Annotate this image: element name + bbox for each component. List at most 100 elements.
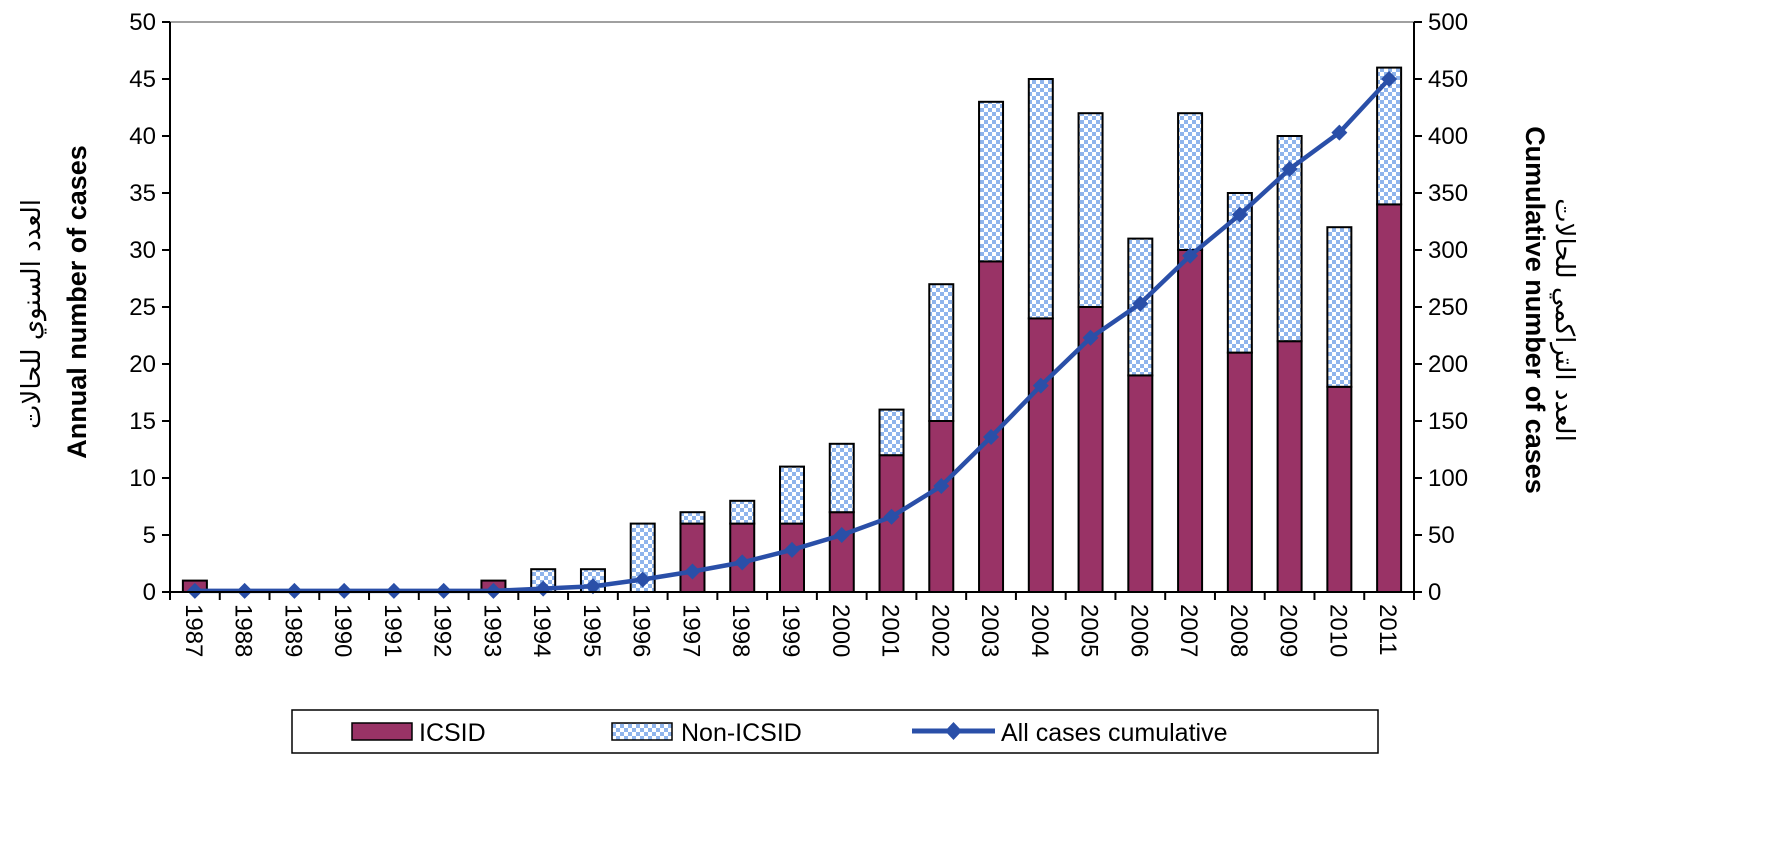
legend-label-cumulative: All cases cumulative — [1001, 719, 1227, 747]
cumulative-marker-2004 — [1032, 377, 1049, 394]
x-tick-label-2000: 2000 — [827, 604, 854, 657]
cumulative-marker-1995 — [584, 578, 601, 595]
x-tick-label-1993: 1993 — [478, 604, 505, 657]
y2-tick-label-450: 450 — [1428, 66, 1468, 93]
bar-icsid-2002 — [928, 420, 955, 593]
y-tick-label-15: 15 — [129, 408, 156, 435]
y2-axis-title-arabic: العدد التراكمي للحالات — [1549, 198, 1579, 442]
legend-box — [291, 709, 1379, 754]
bar-non-icsid-2004 — [1027, 78, 1054, 320]
y-tick-label-40: 40 — [129, 123, 156, 150]
x-tick-label-2002: 2002 — [926, 604, 953, 657]
axes-group: 0510152025303540455005010015020025030035… — [129, 9, 1468, 657]
bar-non-icsid-2001 — [878, 408, 905, 457]
y-tick-label-10: 10 — [129, 465, 156, 492]
y2-tick-label-50: 50 — [1428, 522, 1455, 549]
x-tick-label-1988: 1988 — [230, 604, 257, 657]
bar-non-icsid-2000 — [828, 442, 855, 514]
y-axis-title: Annual number of cases — [62, 145, 92, 459]
cumulative-marker-1988 — [236, 582, 253, 599]
bar-non-icsid-2011 — [1376, 66, 1403, 206]
cumulative-marker-1987 — [186, 582, 203, 599]
cumulative-marker-1998 — [734, 554, 751, 571]
cumulative-marker-2002 — [933, 477, 950, 494]
cumulative-marker-1993 — [485, 582, 502, 599]
x-tick-label-1990: 1990 — [329, 604, 356, 657]
x-tick-label-1998: 1998 — [727, 604, 754, 657]
x-tick-label-1994: 1994 — [528, 604, 555, 657]
cumulative-marker-2009 — [1281, 161, 1298, 178]
x-tick-label-1992: 1992 — [429, 604, 456, 657]
bar-icsid-2008 — [1226, 351, 1253, 593]
y2-tick-label-200: 200 — [1428, 351, 1468, 378]
bar-icsid-2005 — [1077, 306, 1104, 593]
cumulative-marker-1997 — [684, 563, 701, 580]
x-tick-label-1987: 1987 — [180, 604, 207, 657]
bar-icsid-2010 — [1326, 385, 1353, 593]
x-tick-label-2007: 2007 — [1175, 604, 1202, 657]
x-tick-label-1995: 1995 — [578, 604, 605, 657]
cumulative-marker-1991 — [385, 582, 402, 599]
y-tick-label-20: 20 — [129, 351, 156, 378]
bars-group — [181, 66, 1403, 594]
y2-tick-label-350: 350 — [1428, 180, 1468, 207]
x-tick-label-1996: 1996 — [628, 604, 655, 657]
y-tick-label-25: 25 — [129, 294, 156, 321]
bar-non-icsid-2002 — [928, 283, 955, 423]
legend: ICSID Non-ICSID All cases cumulative — [291, 709, 1379, 754]
cumulative-marker-2005 — [1082, 329, 1099, 346]
bar-non-icsid-2010 — [1326, 226, 1353, 388]
cumulative-marker-1996 — [634, 571, 651, 588]
y-axis-title-arabic: العدد السنوي للحالات — [17, 199, 47, 429]
x-tick-label-2009: 2009 — [1275, 604, 1302, 657]
legend-label-icsid: ICSID — [419, 719, 486, 747]
y2-tick-label-500: 500 — [1428, 9, 1468, 36]
y-tick-label-35: 35 — [129, 180, 156, 207]
cumulative-marker-2011 — [1381, 71, 1398, 87]
legend-label-non-icsid: Non-ICSID — [681, 719, 802, 747]
y2-axis-title: Cumulative number of cases — [1520, 126, 1550, 494]
bar-icsid-2004 — [1027, 317, 1054, 593]
cumulative-marker-1992 — [435, 582, 452, 599]
cumulative-marker-1999 — [784, 541, 800, 558]
x-tick-label-2006: 2006 — [1125, 604, 1152, 657]
y2-tick-label-250: 250 — [1428, 294, 1468, 321]
bar-non-icsid-2007 — [1177, 112, 1204, 251]
y2-tick-label-150: 150 — [1428, 408, 1468, 435]
bar-icsid-1997 — [679, 522, 706, 593]
cumulative-line-group — [186, 71, 1398, 599]
bar-non-icsid-2005 — [1077, 112, 1104, 308]
x-tick-label-2003: 2003 — [976, 604, 1003, 657]
legend-marker-cumulative — [945, 722, 962, 740]
cumulative-marker-2000 — [833, 527, 850, 543]
y-tick-label-45: 45 — [129, 66, 156, 93]
x-tick-label-1989: 1989 — [279, 604, 306, 657]
cumulative-marker-2010 — [1331, 124, 1348, 141]
cumulative-marker-2007 — [1182, 247, 1199, 264]
x-tick-label-1997: 1997 — [678, 604, 705, 657]
cumulative-marker-2003 — [983, 428, 1000, 445]
y2-tick-label-400: 400 — [1428, 123, 1468, 150]
y2-tick-label-300: 300 — [1428, 237, 1468, 264]
y-tick-label-5: 5 — [143, 522, 156, 549]
y-tick-label-0: 0 — [143, 579, 156, 606]
x-tick-label-2010: 2010 — [1324, 604, 1351, 657]
bar-icsid-2007 — [1177, 249, 1204, 593]
cumulative-marker-1989 — [286, 582, 303, 599]
bar-non-icsid-1997 — [679, 511, 706, 525]
x-tick-label-2011: 2011 — [1374, 604, 1401, 656]
x-tick-label-2005: 2005 — [1076, 604, 1103, 657]
x-tick-label-2008: 2008 — [1225, 604, 1252, 657]
bar-icsid-2011 — [1376, 203, 1403, 593]
y2-tick-label-0: 0 — [1428, 579, 1441, 606]
bar-icsid-2006 — [1127, 374, 1154, 593]
y-tick-label-30: 30 — [129, 237, 156, 264]
x-tick-label-1991: 1991 — [379, 604, 406, 657]
cumulative-marker-1990 — [336, 582, 353, 599]
legend-swatch-non-icsid — [611, 722, 673, 741]
y-tick-label-50: 50 — [129, 9, 156, 36]
legend-swatch-icsid — [351, 722, 413, 741]
y2-tick-label-100: 100 — [1428, 465, 1468, 492]
bar-non-icsid-1998 — [729, 499, 756, 525]
